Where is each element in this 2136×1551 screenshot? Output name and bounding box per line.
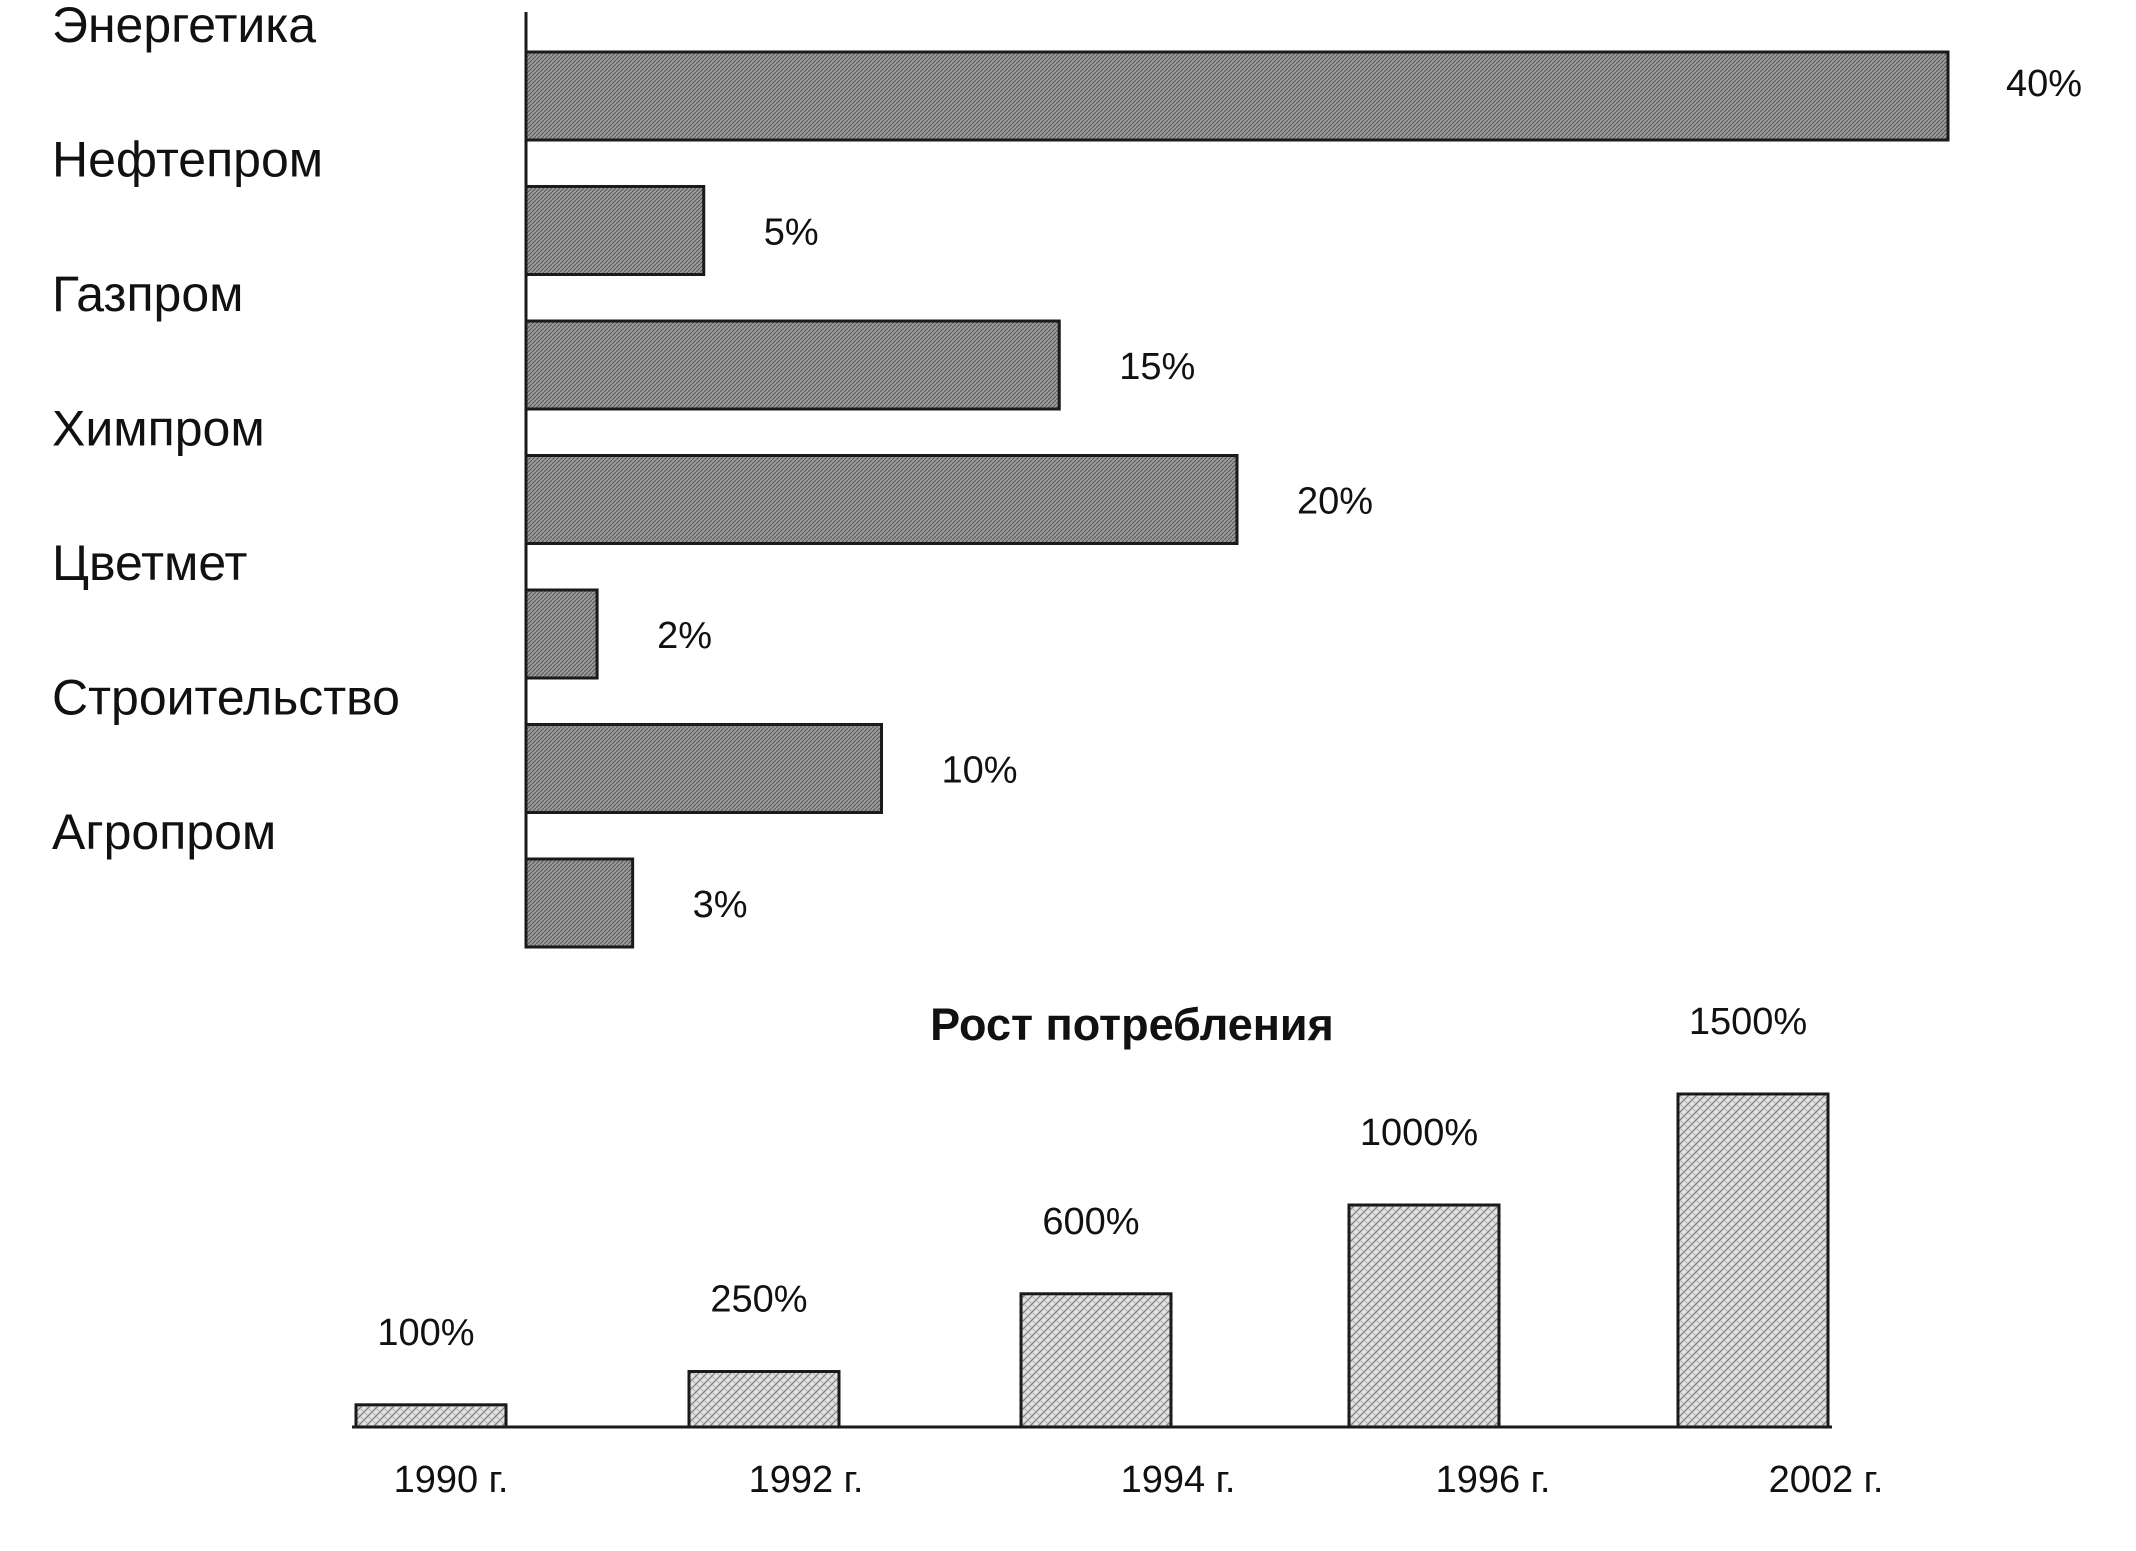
category-labels: Энергетика Нефтепром Газпром Химпром Цветмет…: [52, 0, 400, 860]
value-label-1990-г: 100%: [377, 1312, 474, 1354]
category-label-цветмет: Цветмет: [52, 535, 248, 591]
bar-1994-г: [1019, 1292, 1173, 1429]
category-label-нефтепром: Нефтепром: [52, 132, 323, 188]
value-label-химпром: 20%: [1297, 481, 1373, 523]
bars: [524, 50, 1950, 949]
value-label-энергетика: 40%: [2006, 63, 2082, 105]
category-label-газпром: Газпром: [52, 266, 244, 322]
value-labels: 40% 5% 15% 20% 2% 10% 3%: [657, 63, 2082, 926]
category-label-агропром: Агропром: [52, 804, 276, 860]
bar-строительство: [524, 723, 883, 814]
bar-агропром: [524, 857, 635, 949]
consumption-growth-bar-chart: Рост потребления 100%250%600%1000%1500% …: [352, 999, 1883, 1501]
bar-химпром: [524, 454, 1239, 545]
category-label-строительство: Строительство: [52, 670, 400, 726]
industry-share-bar-chart: Энергетика Нефтепром Газпром Химпром Цветмет…: [52, 0, 2082, 949]
bar-нефтепром: [524, 185, 706, 276]
bar-1992-г: [687, 1370, 841, 1429]
year-labels: 1990 г. 1992 г. 1994 г. 1996 г. 2002 г.: [394, 1459, 1884, 1501]
category-label-энергетика: Энергетика: [52, 0, 316, 53]
year-label-1992-г: 1992 г.: [749, 1459, 864, 1501]
value-label-газпром: 15%: [1119, 346, 1195, 388]
chart-title: Рост потребления: [930, 999, 1334, 1050]
bar-1996-г: [1347, 1203, 1501, 1429]
value-labels: 100% 250% 600% 1000% 1500%: [377, 1001, 1807, 1354]
year-label-1996-г: 1996 г.: [1436, 1459, 1551, 1501]
bar-2002-г: [1676, 1092, 1830, 1429]
value-label-2002-г: 1500%: [1689, 1001, 1807, 1043]
bar-энергетика: [524, 50, 1950, 142]
year-label-1994-г: 1994 г.: [1121, 1459, 1236, 1501]
value-label-1996-г: 1000%: [1360, 1112, 1478, 1154]
year-label-1990-г: 1990 г.: [394, 1459, 509, 1501]
value-label-1992-г: 250%: [710, 1279, 807, 1321]
bars: [354, 1092, 1830, 1429]
bar-1990-г: [354, 1403, 508, 1429]
value-label-агропром: 3%: [693, 884, 748, 926]
value-label-цветмет: 2%: [657, 615, 712, 657]
bar-газпром: [524, 319, 1061, 411]
value-label-1994-г: 600%: [1042, 1201, 1139, 1243]
year-label-2002-г: 2002 г.: [1769, 1459, 1884, 1501]
bar-цветмет: [524, 588, 599, 680]
value-label-нефтепром: 5%: [764, 212, 819, 254]
category-label-химпром: Химпром: [52, 401, 265, 457]
value-label-строительство: 10%: [942, 750, 1018, 792]
